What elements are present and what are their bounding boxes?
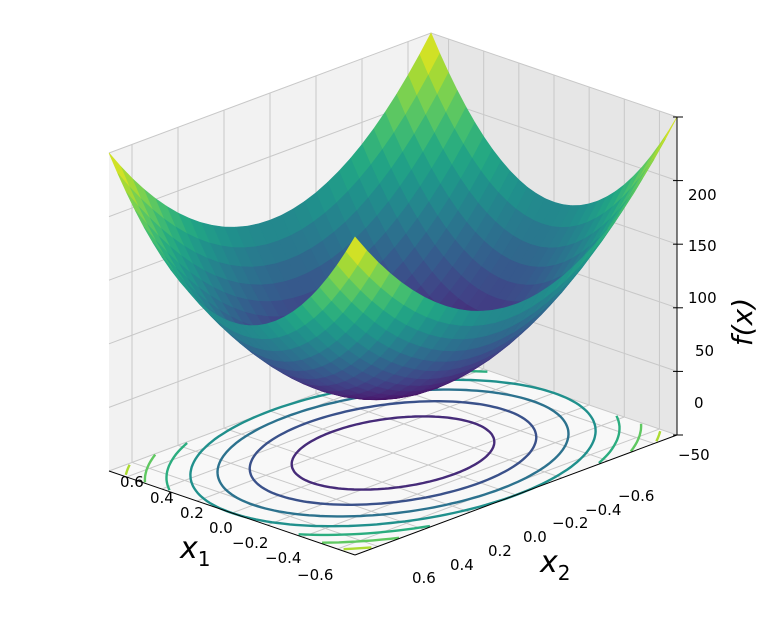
x1-tick-label: 0.2 xyxy=(180,504,204,522)
x1-tick-label: −0.6 xyxy=(297,566,333,584)
x1-tick-label: 0.6 xyxy=(120,473,144,491)
contour-line xyxy=(343,546,372,551)
x2-tick-label: −0.2 xyxy=(552,514,588,532)
floor-grid-line xyxy=(223,427,471,513)
contour-line xyxy=(189,378,597,528)
contour-line xyxy=(124,464,131,476)
x1-axis-line xyxy=(108,470,356,556)
x2-axis-title: x2 xyxy=(539,545,571,585)
floor-grid-line xyxy=(266,404,590,526)
contour-line xyxy=(248,400,538,506)
contour-line xyxy=(298,524,431,537)
contour-line xyxy=(321,536,400,544)
z-axis-title: f(x) xyxy=(726,298,759,346)
z-tick-label: 0 xyxy=(694,394,704,412)
x2-tick-label: 0.6 xyxy=(412,569,436,587)
x2-tick-label: 0.0 xyxy=(523,528,547,546)
x2-axis-line xyxy=(354,434,678,556)
z-tick-label: 100 xyxy=(688,289,717,307)
z-tick-label: 50 xyxy=(695,342,714,360)
x2-tick-labels: 0.6 0.4 0.2 0.0 −0.2 −0.4 −0.6 xyxy=(412,487,654,587)
z-tick-label: 200 xyxy=(688,186,717,204)
x2-tick-label: 0.4 xyxy=(450,556,474,574)
floor-grid-line xyxy=(231,392,555,514)
z-tick-label: 150 xyxy=(688,237,717,255)
x1-tick-label: 0.4 xyxy=(150,489,174,507)
surface-patch xyxy=(345,236,367,266)
contour-line xyxy=(165,442,188,491)
z-tick-labels: 200 150 100 50 0 −50 xyxy=(678,186,717,464)
x2-tick-label: 0.2 xyxy=(488,542,512,560)
axis-lines xyxy=(108,116,683,556)
contour-line xyxy=(216,388,570,518)
x1-tick-labels: 0.6 0.4 0.2 0.0 −0.2 −0.4 −0.6 xyxy=(120,473,333,584)
x2-tick-label: −0.6 xyxy=(618,487,654,505)
x1-tick-label: −0.4 xyxy=(265,549,301,567)
contour-line xyxy=(143,453,157,483)
contour-line xyxy=(629,423,643,453)
x2-tick-label: −0.4 xyxy=(585,501,621,519)
contour-line xyxy=(598,415,621,464)
contour-line xyxy=(290,415,496,491)
x1-tick-label: 0.0 xyxy=(209,519,233,537)
x1-tick-label: −0.2 xyxy=(232,534,268,552)
z-tick-label: −50 xyxy=(678,446,710,464)
x1-axis-title: x1 xyxy=(179,531,211,571)
surface-mesh xyxy=(108,32,678,401)
contour-line xyxy=(655,430,662,442)
